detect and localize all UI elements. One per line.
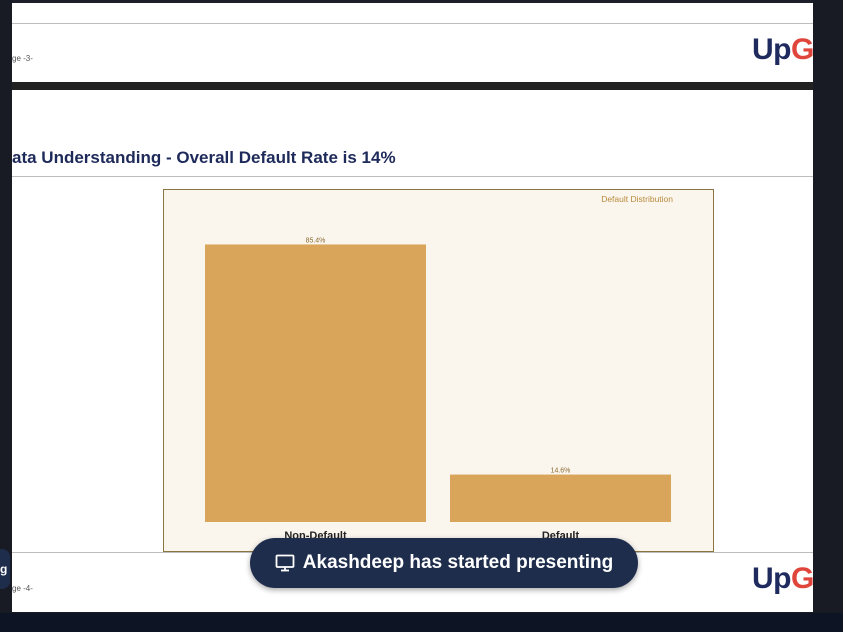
side-panel-tab[interactable]: g (0, 549, 10, 589)
chart-title: Default Distribution (601, 194, 673, 204)
data-label: 85.4% (306, 237, 326, 244)
viewer-bottom-bar (0, 613, 843, 632)
title-rule (12, 176, 813, 177)
bar-default (450, 474, 671, 522)
page-separator (12, 82, 813, 90)
current-slide: ata Understanding - Overall Default Rate… (12, 90, 813, 612)
presenting-notification: Akashdeep has started presenting (250, 538, 638, 588)
slide-title: ata Understanding - Overall Default Rate… (12, 148, 396, 167)
data-label: 14.6% (551, 468, 571, 475)
page-number: ge -4- (12, 584, 33, 593)
previous-slide: ge -3- UpG (12, 0, 813, 82)
chart-canvas: Default Distribution85.4%Non-Default14.6… (164, 190, 713, 551)
default-distribution-chart: Default Distribution 85.4% Non-Default 14.6… (163, 189, 714, 552)
upgrad-logo: UpG (752, 562, 813, 595)
notification-text: Akashdeep has started presenting (302, 552, 614, 573)
bar-non-default (205, 244, 426, 522)
page-number: ge -3- (12, 54, 33, 63)
screen-share-icon (275, 554, 295, 572)
slide-border (12, 0, 813, 3)
footer-rule (12, 23, 813, 24)
upgrad-logo: UpG (752, 33, 813, 66)
